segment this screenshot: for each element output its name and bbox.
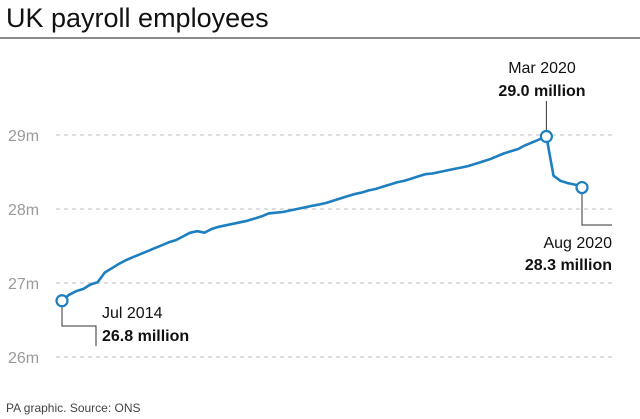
marker-peak [539, 129, 553, 144]
marker-start [55, 294, 69, 308]
y-axis-ticks: 26m 27m 28m 29m [8, 128, 39, 367]
source-note: PA graphic. Source: ONS [6, 401, 141, 415]
y-tick-label: 27m [8, 276, 39, 293]
marker-end [575, 180, 589, 195]
y-tick-label: 29m [8, 128, 39, 145]
grid-lines [56, 134, 612, 358]
annotation-end-date: Aug 2020 [543, 235, 612, 252]
chart-title: UK payroll employees [6, 3, 269, 33]
annotation-start-date: Jul 2014 [102, 305, 163, 322]
y-tick-label: 26m [8, 350, 39, 367]
highlight-markers [55, 129, 589, 308]
y-tick-label: 28m [8, 202, 39, 219]
annotation-start-value: 26.8 million [102, 328, 189, 345]
series-line-payroll [60, 135, 584, 303]
annotation-peak-date: Mar 2020 [508, 60, 576, 77]
annotation-peak-value: 29.0 million [498, 83, 585, 100]
leader-end [581, 187, 612, 226]
annotation-end-value: 28.3 million [525, 257, 612, 274]
leader-start [61, 300, 97, 346]
